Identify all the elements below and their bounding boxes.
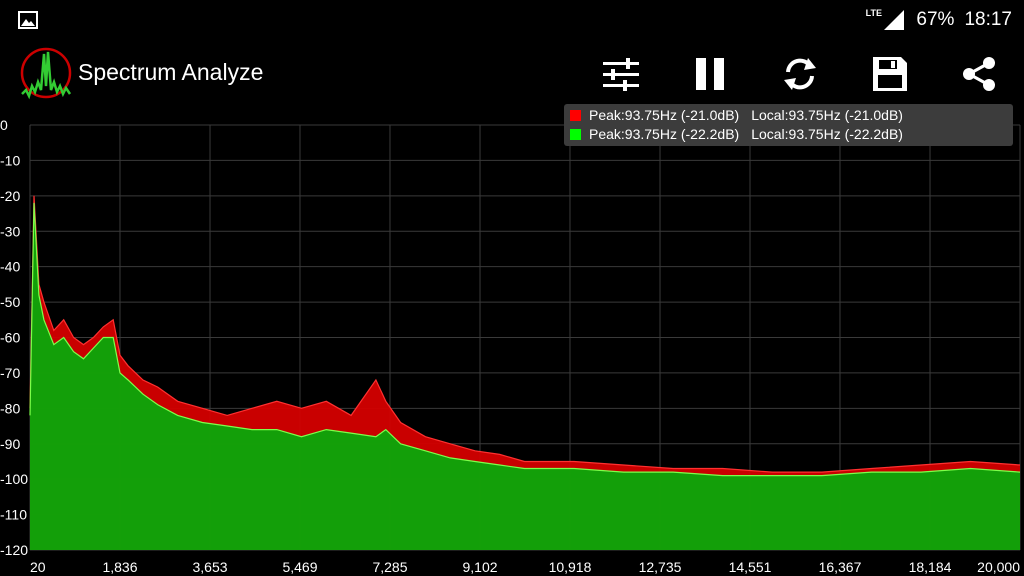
legend-swatch-red xyxy=(570,109,581,121)
x-tick-label: 10,918 xyxy=(549,559,592,575)
sliders-icon xyxy=(603,58,639,91)
settings-button[interactable] xyxy=(597,50,645,98)
x-tick-label: 16,367 xyxy=(819,559,862,575)
x-tick-label: 9,102 xyxy=(462,559,497,575)
x-axis-labels: 20 1,836 3,653 5,469 7,285 9,102 10,918 12,735 1… xyxy=(30,559,1020,575)
x-tick-label: 12,735 xyxy=(639,559,682,575)
y-tick-label: -40 xyxy=(0,259,20,275)
y-tick-label: -30 xyxy=(0,223,20,239)
share-icon xyxy=(963,57,995,91)
legend-row-red: Peak:93.75Hz (-21.0dB) Local:93.75Hz (-2… xyxy=(570,107,903,123)
x-tick-label: 3,653 xyxy=(192,559,227,575)
pause-icon xyxy=(696,58,724,90)
legend-peak-green: Peak:93.75Hz (-22.2dB) xyxy=(589,126,740,142)
x-tick-label: 20,000 xyxy=(977,559,1020,575)
y-tick-label: -120 xyxy=(0,542,28,558)
app-logo-icon xyxy=(20,47,72,100)
signal-icon xyxy=(884,10,905,30)
legend-row-green: Peak:93.75Hz (-22.2dB) Local:93.75Hz (-2… xyxy=(570,126,903,142)
legend-local-green: Local:93.75Hz (-22.2dB) xyxy=(751,126,903,142)
clock: 18:17 xyxy=(964,9,1012,30)
status-right: 67% 18:17 xyxy=(882,8,1012,32)
y-tick-label: -80 xyxy=(0,400,20,416)
network-type: LTE xyxy=(865,8,882,18)
image-notification-icon xyxy=(18,11,38,29)
share-button[interactable] xyxy=(955,50,1003,98)
save-icon xyxy=(873,57,907,91)
battery-level: 67% xyxy=(916,9,955,30)
y-axis-labels: 0 -10 -20 -30 -40 -50 -60 -70 -80 -90 -100 -110 -120 xyxy=(0,117,28,558)
y-tick-label: 0 xyxy=(0,117,8,133)
refresh-icon xyxy=(784,58,816,90)
spectrum-red-area-outline xyxy=(29,195,1021,473)
y-tick-label: -110 xyxy=(0,507,27,523)
x-tick-label: 18,184 xyxy=(909,559,952,575)
y-tick-label: -90 xyxy=(0,436,20,452)
x-tick-label: 1,836 xyxy=(102,559,137,575)
y-tick-label: -20 xyxy=(0,188,20,204)
legend-local-red: Local:93.75Hz (-21.0dB) xyxy=(751,107,903,123)
app-title: Spectrum Analyze xyxy=(78,59,264,85)
spectrum-green-area-outline xyxy=(29,202,1021,477)
pause-button[interactable] xyxy=(686,50,734,98)
app-bar: Spectrum Analyze xyxy=(0,44,1024,104)
legend-peak-red: Peak:93.75Hz (-21.0dB) xyxy=(589,107,740,123)
x-tick-label: 20 xyxy=(30,559,46,575)
legend-swatch-green xyxy=(570,128,581,140)
x-tick-label: 7,285 xyxy=(372,559,407,575)
y-tick-label: -10 xyxy=(0,152,20,168)
y-tick-label: -100 xyxy=(0,471,28,487)
peak-legend: Peak:93.75Hz (-21.0dB) Local:93.75Hz (-2… xyxy=(564,104,1013,146)
refresh-button[interactable] xyxy=(776,50,824,98)
spectrum-areas xyxy=(29,195,1021,551)
save-button[interactable] xyxy=(866,50,914,98)
x-tick-label: 5,469 xyxy=(282,559,317,575)
y-tick-label: -70 xyxy=(0,365,20,381)
y-tick-label: -60 xyxy=(0,330,20,346)
x-tick-label: 14,551 xyxy=(729,559,772,575)
y-tick-label: -50 xyxy=(0,294,20,310)
spectrum-green-area xyxy=(30,202,1020,550)
status-bar: LTE 67% 18:17 xyxy=(0,0,1024,40)
